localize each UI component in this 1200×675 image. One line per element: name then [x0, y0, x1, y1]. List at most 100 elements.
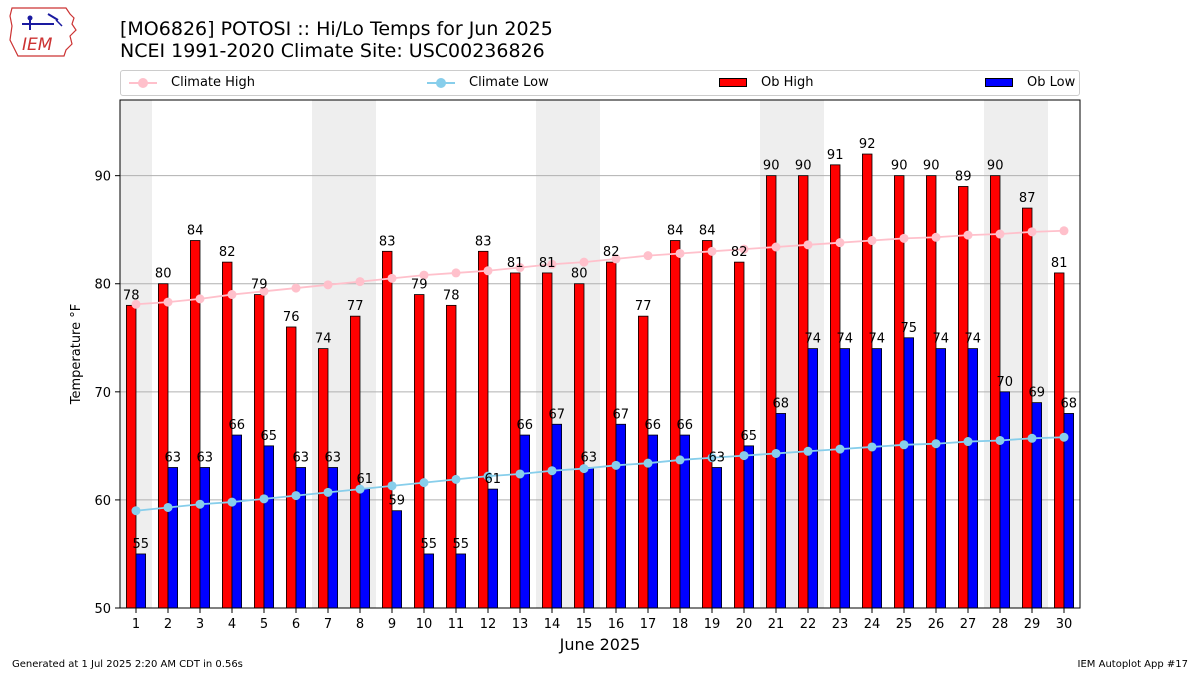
ob-high-data-label: 81	[539, 256, 556, 271]
ob-high-data-label: 83	[379, 234, 396, 249]
x-tick-label: 18	[672, 617, 689, 632]
ob-low-bar	[199, 467, 211, 609]
ob-low-data-label: 59	[389, 494, 406, 509]
climate-low-point	[867, 442, 877, 452]
ob-low-data-label: 66	[517, 418, 534, 433]
ob-low-data-label: 63	[325, 450, 342, 465]
x-tick-label: 26	[928, 617, 945, 632]
ob-high-data-label: 90	[923, 159, 940, 174]
ob-high-data-label: 81	[1051, 256, 1068, 271]
climate-high-point	[611, 254, 621, 264]
ob-high-data-label: 79	[251, 278, 268, 293]
ob-high-data-label: 78	[123, 288, 140, 303]
x-tick-label: 24	[864, 617, 881, 632]
ob-low-data-label: 66	[677, 418, 694, 433]
climate-low-point	[835, 444, 845, 454]
ob-low-bar	[999, 391, 1011, 609]
ob-high-data-label: 84	[187, 224, 204, 239]
ob-high-data-label: 80	[571, 267, 588, 282]
climate-low-point	[931, 439, 941, 449]
climate-high-point	[995, 229, 1005, 239]
climate-low-point	[899, 440, 909, 450]
ob-high-bar	[253, 294, 265, 609]
climate-high-point	[195, 294, 205, 304]
ob-low-bar	[519, 434, 531, 609]
climate-low-point	[195, 499, 205, 509]
x-tick-label: 11	[448, 617, 465, 632]
ob-high-data-label: 84	[699, 224, 716, 239]
x-tick-label: 22	[800, 617, 817, 632]
x-tick-label: 5	[260, 617, 268, 632]
ob-high-bar	[349, 315, 361, 609]
logo-text: IEM	[22, 35, 53, 55]
ob-low-data-label: 70	[997, 375, 1014, 390]
climate-high-point	[515, 263, 525, 273]
x-tick-label: 17	[640, 617, 657, 632]
footer-generated: Generated at 1 Jul 2025 2:20 AM CDT in 0…	[12, 659, 243, 670]
climate-low-point	[419, 478, 429, 488]
ob-high-bar	[509, 272, 521, 609]
iem-logo: IEM	[9, 7, 77, 57]
ob-low-data-label: 68	[1061, 396, 1078, 411]
y-tick-label: 70	[94, 386, 111, 401]
climate-low-point	[163, 502, 173, 512]
ob-high-data-label: 79	[411, 278, 428, 293]
x-tick-label: 4	[228, 617, 236, 632]
ob-low-data-label: 67	[613, 407, 630, 422]
ob-high-data-label: 78	[443, 288, 460, 303]
y-axis-label: Temperature °F	[69, 304, 84, 405]
ob-low-data-label: 61	[357, 472, 374, 487]
x-tick-label: 13	[512, 617, 529, 632]
ob-low-bar	[551, 423, 563, 609]
ob-high-data-label: 91	[827, 148, 844, 163]
climate-high-point	[579, 257, 589, 267]
climate-high-point	[163, 297, 173, 307]
ob-high-bar	[542, 272, 553, 609]
x-tick-label: 28	[992, 617, 1009, 632]
ob-high-data-label: 90	[891, 159, 908, 174]
climate-high-point	[227, 290, 237, 300]
ob-low-data-label: 75	[901, 321, 918, 336]
ob-low-bar	[135, 553, 147, 609]
climate-high-point	[1027, 227, 1037, 237]
x-tick-label: 7	[324, 617, 332, 632]
ob-low-data-label: 67	[549, 407, 566, 422]
climate-low-point	[323, 487, 333, 497]
climate-low-marker-icon	[436, 78, 446, 88]
climate-high-point	[323, 280, 333, 290]
climate-low-point	[1059, 432, 1069, 442]
ob-low-bar	[839, 348, 851, 609]
x-tick-label: 12	[480, 617, 497, 632]
ob-high-data-label: 90	[987, 159, 1004, 174]
ob-low-data-label: 55	[453, 537, 470, 552]
climate-high-point	[483, 266, 493, 276]
ob-high-bar	[1022, 207, 1033, 609]
legend-ob-high-label: Ob High	[761, 75, 814, 90]
y-tick-label: 80	[94, 278, 111, 293]
x-tick-label: 3	[196, 617, 204, 632]
ob-high-data-label: 84	[667, 224, 684, 239]
ob-high-bar	[477, 250, 489, 609]
climate-low-point	[707, 453, 717, 463]
ob-low-bar	[967, 348, 979, 609]
ob-low-bar	[807, 348, 819, 609]
chart-subtitle: NCEI 1991-2020 Climate Site: USC00236826	[120, 40, 545, 62]
ob-high-bar	[958, 186, 969, 609]
climate-high-point	[259, 286, 269, 296]
climate-low-point	[611, 460, 621, 470]
ob-low-data-label: 74	[965, 332, 982, 347]
x-tick-label: 16	[608, 617, 625, 632]
ob-low-data-label: 74	[805, 332, 822, 347]
ob-low-bar	[775, 413, 787, 609]
ob-low-bar	[743, 445, 755, 609]
ob-high-bar	[574, 283, 585, 609]
legend-climate-high-label: Climate High	[171, 75, 256, 90]
x-tick-label: 29	[1024, 617, 1041, 632]
ob-low-bar	[583, 467, 595, 609]
climate-low-point	[291, 491, 301, 501]
ob-high-data-label: 81	[507, 256, 524, 271]
ob-low-data-label: 68	[773, 396, 790, 411]
ob-high-bar	[126, 304, 137, 609]
climate-low-point	[227, 497, 237, 507]
